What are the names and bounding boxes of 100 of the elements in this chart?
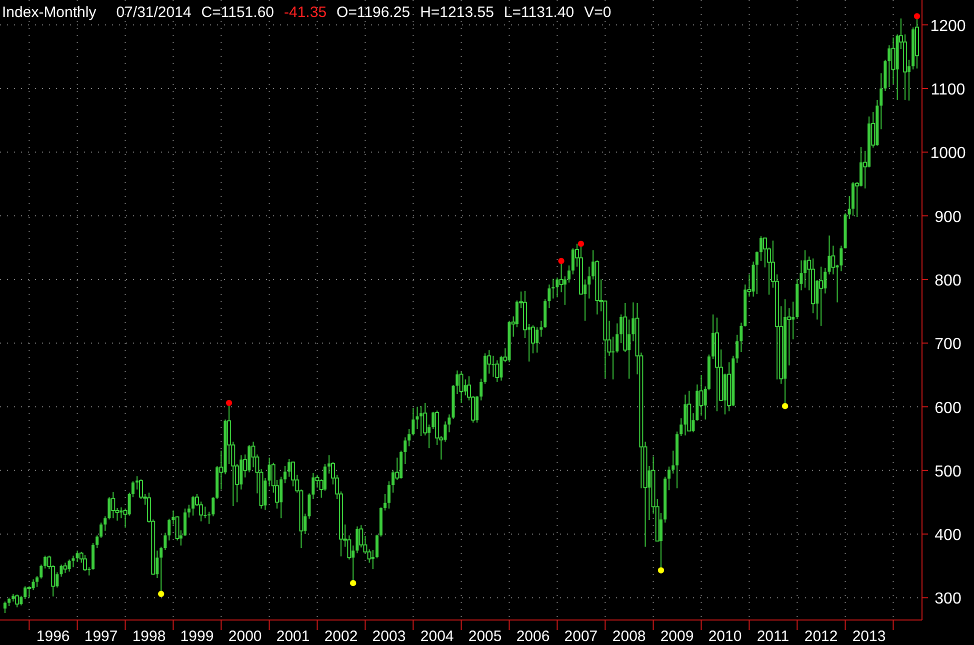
x-tick-label: 1997 <box>84 628 118 645</box>
candlestick <box>24 586 27 600</box>
chart-title: Index-Monthly <box>2 4 97 21</box>
candlestick <box>684 394 687 436</box>
x-tick-label: 2012 <box>804 628 838 645</box>
annotation: V=0 <box>584 4 612 21</box>
candlestick <box>588 266 591 300</box>
candlestick <box>495 360 500 382</box>
annotation: -41.35 <box>284 4 327 21</box>
x-tick-label: 2004 <box>420 628 454 645</box>
y-tick-label: 400 <box>934 527 962 544</box>
candlestick <box>404 436 407 465</box>
point <box>658 567 664 574</box>
x-tick-label: 1999 <box>180 628 214 645</box>
candlestick <box>60 564 63 578</box>
candlestick <box>412 408 415 436</box>
annotation: L=1131.40 <box>504 4 574 21</box>
candlestick <box>3 601 6 614</box>
candlestick <box>111 492 116 519</box>
x-tick-label: 2013 <box>852 628 886 645</box>
x-tick-label: 1996 <box>36 628 70 645</box>
annotation: C=1151.60 <box>201 4 274 21</box>
candlestick <box>448 414 451 433</box>
candlestick <box>880 72 883 130</box>
annotation: H=1213.55 <box>420 4 494 21</box>
y-tick-label: 1000 <box>930 145 966 162</box>
x-tick-label: 2000 <box>228 628 262 645</box>
candlestick <box>164 532 167 550</box>
candlestick <box>312 472 315 500</box>
annotation: 07/31/2014 <box>116 4 192 21</box>
candlestick <box>356 526 359 554</box>
candlestick <box>40 564 43 580</box>
candlestick <box>376 534 379 559</box>
x-tick-label: 2011 <box>756 628 790 645</box>
candlestick <box>668 466 671 491</box>
y-tick-label: 1200 <box>930 18 966 35</box>
candlestick <box>888 44 891 88</box>
candlestick <box>187 504 190 518</box>
point <box>350 580 356 586</box>
x-tick-label: 1998 <box>132 628 166 645</box>
candlestick <box>819 266 824 326</box>
candlestick <box>552 278 555 300</box>
point <box>914 13 920 20</box>
x-tick-label: 2009 <box>660 628 694 645</box>
candlestick <box>387 480 390 510</box>
candlestick <box>804 250 807 288</box>
y-tick-label: 500 <box>934 463 962 480</box>
candlestick <box>736 334 739 364</box>
candlestick <box>420 406 423 437</box>
candlestick <box>680 418 683 437</box>
point <box>782 403 788 410</box>
x-tick-label: 2010 <box>708 628 742 645</box>
candlestick <box>540 320 543 338</box>
candlestick <box>563 276 566 306</box>
candlestick <box>308 492 311 520</box>
candlestick <box>416 406 419 430</box>
x-tick-label: 2005 <box>468 628 502 645</box>
candlestick <box>740 322 743 353</box>
x-tick-label: 2001 <box>276 628 310 645</box>
x-tick-label: 2007 <box>564 628 598 645</box>
candlestick <box>208 511 211 524</box>
annotation: O=1196.25 <box>336 4 410 21</box>
candlestick <box>63 562 68 574</box>
candlestick <box>44 555 47 569</box>
point <box>158 590 164 597</box>
candlestick <box>100 522 103 538</box>
candlestick <box>288 458 291 478</box>
candlestick <box>480 378 483 401</box>
candlestick <box>672 450 675 474</box>
candlestick <box>108 496 111 520</box>
candlestick <box>891 37 896 85</box>
candlestick <box>72 555 75 568</box>
candlestick <box>96 534 99 549</box>
candlestick <box>760 236 763 262</box>
candlestick <box>15 594 20 608</box>
candlestick <box>384 493 387 512</box>
y-tick-label: 900 <box>934 208 962 226</box>
candlestick <box>371 549 374 570</box>
y-tick-label: 300 <box>934 590 962 608</box>
x-tick-label: 2008 <box>612 628 646 645</box>
y-tick-label: 800 <box>934 272 962 290</box>
y-tick-label: 1100 <box>930 81 966 98</box>
x-tick-label: 2003 <box>372 628 406 645</box>
candlestick <box>83 554 88 572</box>
candlestick <box>408 428 411 447</box>
candlestick <box>616 322 619 354</box>
candlestick <box>459 371 464 404</box>
candlestick <box>284 465 287 484</box>
x-tick-label: 2006 <box>516 628 550 645</box>
candlestick <box>392 470 395 494</box>
point <box>558 258 564 264</box>
candlestick <box>800 260 803 291</box>
candlestick <box>755 250 758 295</box>
candlestick <box>828 235 831 275</box>
x-tick-label: 2002 <box>324 628 358 645</box>
candlestick <box>104 516 107 532</box>
point <box>226 400 232 406</box>
candlestick <box>184 508 187 536</box>
candlestick <box>212 496 215 517</box>
candlestick <box>328 454 331 474</box>
